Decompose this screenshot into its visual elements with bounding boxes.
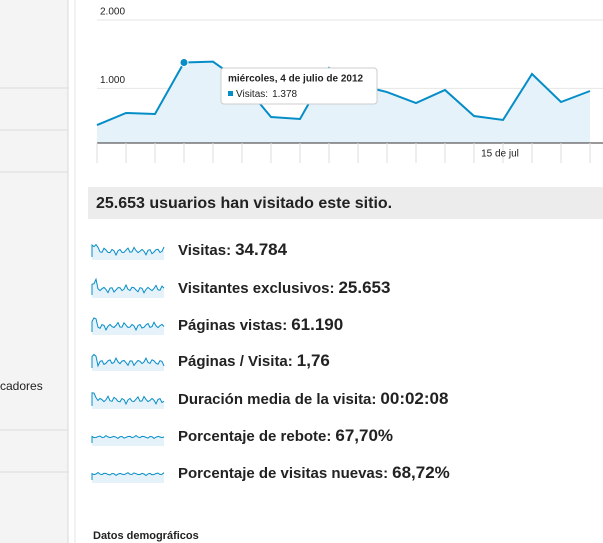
tooltip-date: miércoles, 4 de julio de 2012	[228, 74, 364, 85]
y-tick-label: 2.000	[100, 7, 125, 18]
metric: Porcentaje de visitas nuevas: 68,72%	[178, 463, 450, 482]
sparkline	[91, 277, 165, 295]
metric-label: Visitas:	[178, 242, 231, 259]
sidebar	[0, 0, 68, 543]
sparkline-area	[92, 435, 164, 446]
metric: Páginas vistas: 61.190	[178, 315, 343, 334]
metric-value: 61.190	[291, 315, 343, 334]
metric: Páginas / Visita: 1,76	[178, 351, 330, 370]
metric-value: 00:02:08	[380, 389, 448, 408]
sparkline	[91, 353, 165, 368]
tooltip-box	[220, 67, 378, 105]
metric-value: 34.784	[235, 240, 288, 259]
sidebar-separators	[0, 87, 68, 473]
metric-value: 68,72%	[392, 463, 450, 482]
metric: Porcentaje de rebote: 67,70%	[178, 426, 393, 445]
metric: Visitantes exclusivos: 25.653	[178, 278, 390, 297]
section-title: Datos demográficos	[93, 530, 199, 542]
metric-label: Porcentaje de rebote:	[178, 428, 331, 445]
metric: Visitas: 34.784	[178, 240, 288, 259]
sparkline	[91, 243, 165, 257]
sparkline	[91, 392, 165, 406]
metric-label: Visitantes exclusivos:	[178, 280, 334, 297]
summary-box	[88, 187, 603, 219]
sparkline	[91, 471, 165, 480]
tooltip-label: Visitas: 1.378	[236, 89, 298, 100]
sparkline-area	[92, 244, 164, 260]
line-chart: 1.000 2.000 15 de jul miércoles, 4 de julio…	[96, 7, 603, 163]
sparkline-area	[92, 317, 164, 335]
y-tick-label: 1.000	[100, 75, 125, 86]
metrics: Visitas: 34.784 Visitantes exclusivos: 25.6…	[91, 240, 450, 483]
x-tick-label: 15 de jul	[481, 149, 519, 160]
metric-label: Páginas / Visita:	[178, 353, 293, 370]
metric-value: 25.653	[338, 278, 390, 297]
sidebar-item[interactable]: cadores	[0, 379, 43, 393]
metric: Duración media de la visita: 00:02:08	[178, 389, 448, 408]
tooltip-value: 1.378	[272, 89, 297, 100]
metric-label: Duración media de la visita:	[178, 391, 376, 408]
sparkline	[91, 434, 165, 443]
metric-label: Porcentaje de visitas nuevas:	[178, 465, 388, 482]
tooltip: miércoles, 4 de julio de 2012 Visitas: 1.3…	[220, 67, 378, 105]
tooltip-swatch	[228, 91, 233, 96]
metric-label: Páginas vistas:	[178, 317, 287, 334]
tooltip-label: Visitas:	[236, 89, 268, 100]
summary: 25.653 usuarios han visitado este sitio.	[96, 195, 392, 212]
sparkline-area	[92, 279, 164, 298]
metric-value: 67,70%	[335, 426, 393, 445]
metric-value: 1,76	[297, 351, 330, 370]
point	[179, 58, 189, 68]
sparkline	[91, 317, 165, 332]
